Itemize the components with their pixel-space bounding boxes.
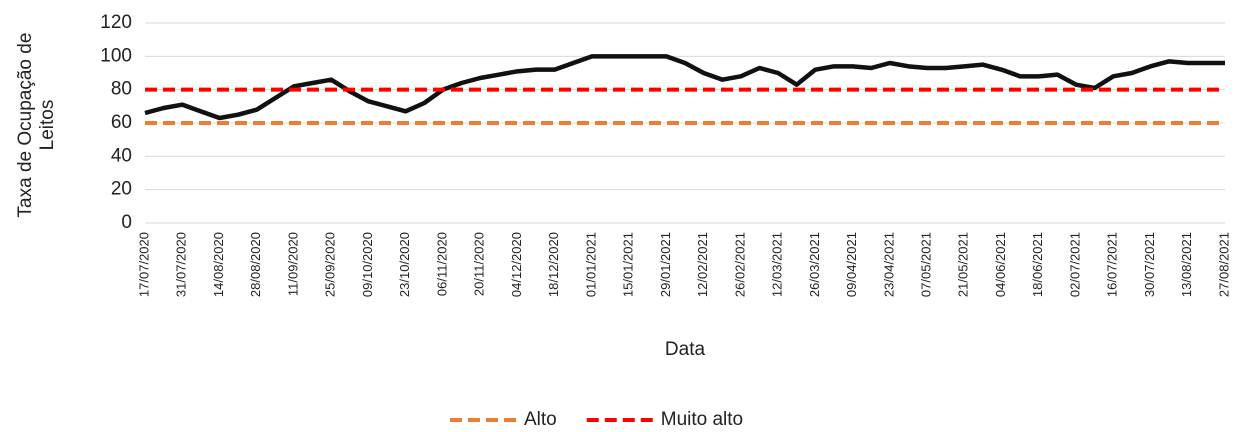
x-tick-label: 27/08/2021 xyxy=(1216,232,1231,297)
x-tick-label: 12/03/2021 xyxy=(770,232,785,297)
x-tick-label: 09/04/2021 xyxy=(844,232,859,297)
x-tick-label: 31/07/2020 xyxy=(174,232,189,297)
series-line xyxy=(144,54,1225,121)
legend-label: Muito alto xyxy=(661,409,743,430)
x-tick-label: 07/05/2021 xyxy=(919,232,934,297)
legend-label: Alto xyxy=(524,409,557,430)
x-tick-label: 14/08/2020 xyxy=(211,232,226,297)
x-tick-label: 23/10/2020 xyxy=(397,232,412,297)
y-tick-label: 60 xyxy=(111,112,132,133)
y-tick-label: 80 xyxy=(111,79,132,100)
y-tick-label: 120 xyxy=(100,12,132,33)
x-axis-title: Data xyxy=(665,339,706,360)
y-tick-label: 100 xyxy=(100,45,132,66)
x-tick-label: 01/01/2021 xyxy=(583,232,598,297)
x-tick-label: 11/09/2020 xyxy=(285,232,300,296)
x-tick-label: 23/04/2021 xyxy=(881,232,896,297)
x-tick-label: 25/09/2020 xyxy=(323,232,338,297)
y-tick-label: 40 xyxy=(111,145,132,166)
x-tick-label: 02/07/2021 xyxy=(1067,232,1082,297)
x-tick-label: 12/02/2021 xyxy=(695,232,710,297)
x-tick-label: 18/12/2020 xyxy=(546,232,561,297)
x-tick-label: 06/11/2020 xyxy=(434,232,449,296)
y-tick-label: 0 xyxy=(121,212,132,233)
x-tick-label: 28/08/2020 xyxy=(248,232,263,297)
x-tick-label: 09/10/2020 xyxy=(360,232,375,297)
x-tick-label: 16/07/2021 xyxy=(1105,232,1120,297)
x-tick-label: 15/01/2021 xyxy=(621,232,636,297)
x-tick-label: 17/07/2020 xyxy=(136,232,151,297)
x-tick-label: 26/03/2021 xyxy=(807,232,822,297)
x-tick-label: 20/11/2020 xyxy=(472,232,487,296)
x-tick-label: 04/12/2020 xyxy=(509,232,524,297)
x-tick-label: 26/02/2021 xyxy=(732,232,747,297)
x-tick-label: 13/08/2021 xyxy=(1179,232,1194,297)
x-tick-label: 18/06/2021 xyxy=(1030,232,1045,297)
x-tick-label: 04/06/2021 xyxy=(993,232,1008,297)
x-tick-label: 21/05/2021 xyxy=(956,232,971,297)
x-tick-label: 29/01/2021 xyxy=(658,232,673,297)
y-tick-label: 20 xyxy=(111,179,132,200)
x-tick-label: 30/07/2021 xyxy=(1142,232,1157,297)
